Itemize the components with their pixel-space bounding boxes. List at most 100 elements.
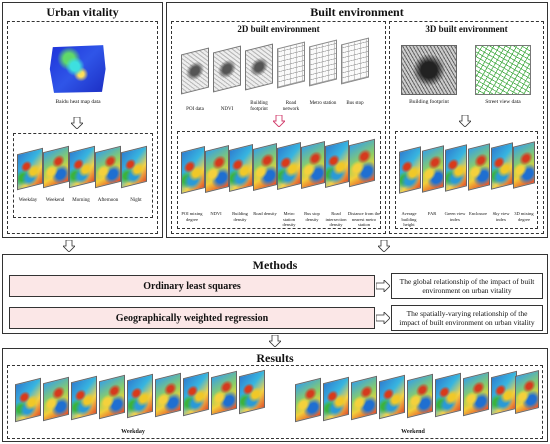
period-label-afternoon: Afternoon bbox=[97, 198, 119, 203]
weekday-result-map bbox=[183, 371, 209, 417]
weekend-result-map bbox=[379, 374, 405, 420]
period-label-weekday: Weekday bbox=[18, 198, 38, 203]
gwr-result-box: The spatially-varying relationship of th… bbox=[391, 305, 543, 331]
output-label-distance-metro: Distance from the nearest metro station bbox=[347, 211, 381, 227]
urban-vitality-inner bbox=[7, 21, 158, 234]
output-label-enclosure: Enclosure bbox=[469, 211, 487, 216]
2d-built-environment-title: 2D built environment bbox=[237, 24, 320, 34]
poi-mixing-degree-map bbox=[181, 146, 205, 194]
built-environment-panel: Built environment 2D built environment P… bbox=[166, 2, 548, 238]
output-label-green-view-index: Green view index bbox=[444, 211, 466, 222]
weekend-result-map bbox=[435, 372, 461, 418]
urban-vitality-panel: Urban vitality Baidu heat map data Weekd… bbox=[2, 2, 163, 238]
output-label-building-density: Building density bbox=[232, 211, 248, 222]
3d-built-environment-group bbox=[389, 21, 544, 234]
output-label-average-building-height: Average building height bbox=[401, 211, 417, 227]
weekend-result-map bbox=[295, 377, 321, 423]
arrow-down-icon bbox=[71, 117, 83, 129]
output-label-far: FAR bbox=[427, 211, 437, 216]
sky-view-index-map bbox=[491, 142, 513, 190]
input-label-ndvi: NDVI bbox=[220, 107, 234, 112]
baidu-heat-map-label: Baidu heat map data bbox=[55, 99, 101, 105]
road-density-map bbox=[253, 143, 277, 191]
weekday-result-map bbox=[239, 369, 265, 415]
ndvi-map bbox=[213, 45, 241, 93]
ols-box: Ordinary least squares bbox=[9, 275, 375, 297]
output-label-sky-view-index: Sky view index bbox=[492, 211, 510, 222]
2d-built-environment-group bbox=[171, 21, 386, 234]
enclosure-map bbox=[468, 143, 490, 191]
weekday-result-map bbox=[211, 370, 237, 416]
building-footprint-3d-map bbox=[401, 45, 457, 95]
weekday-result-map bbox=[155, 372, 181, 418]
baidu-heat-map-image bbox=[49, 45, 106, 93]
distance-metro-station-map bbox=[349, 138, 375, 188]
morning-vitality-map bbox=[69, 145, 95, 189]
arrow-down-icon bbox=[269, 335, 281, 347]
input-label-metro-station: Metro station bbox=[309, 101, 337, 106]
3d-indicator-maps-group bbox=[395, 131, 538, 229]
bus-stop-map bbox=[341, 37, 369, 85]
3d-built-environment-title: 3D built environment bbox=[425, 24, 508, 34]
input-label-poi: POI data bbox=[186, 107, 204, 112]
arrow-down-icon bbox=[459, 115, 471, 127]
arrow-right-icon bbox=[376, 280, 390, 292]
building-footprint-map bbox=[245, 43, 273, 91]
results-title: Results bbox=[256, 351, 294, 365]
methods-panel: Methods Ordinary least squares The globa… bbox=[2, 254, 548, 334]
weekend-result-map bbox=[463, 371, 489, 417]
bus-stop-density-map bbox=[301, 141, 325, 189]
weekend-vitality-map bbox=[43, 145, 69, 189]
far-map bbox=[422, 145, 444, 193]
built-environment-title: Built environment bbox=[310, 5, 404, 19]
building-density-map bbox=[229, 144, 253, 192]
afternoon-vitality-map bbox=[95, 145, 121, 189]
ols-result-box: The global relationship of the impact of… bbox=[391, 273, 543, 299]
night-vitality-map bbox=[121, 145, 147, 189]
weekday-result-map bbox=[99, 374, 125, 420]
weekday-result-map bbox=[15, 377, 41, 423]
arrow-down-icon bbox=[273, 115, 285, 127]
output-label-bus-stop-density: Bus stop density bbox=[304, 211, 320, 222]
input-label-3d-building-footprint: Building footprint bbox=[409, 99, 449, 105]
period-label-night: Night bbox=[130, 198, 142, 203]
poi-data-map bbox=[181, 47, 209, 95]
period-label-weekend: Weekend bbox=[45, 198, 65, 203]
metro-station-density-map bbox=[277, 142, 301, 190]
output-label-ndvi: NDVI bbox=[210, 211, 222, 216]
weekday-result-map bbox=[71, 375, 97, 421]
weekday-result-map bbox=[43, 376, 69, 422]
street-view-map bbox=[475, 45, 531, 95]
arrow-down-icon bbox=[378, 240, 390, 252]
weekend-result-label: Weekend bbox=[401, 429, 425, 435]
output-label-poi-mixing: POI mixing degree bbox=[181, 211, 203, 222]
weekend-result-map bbox=[323, 376, 349, 422]
input-label-road-network: Road network bbox=[282, 101, 300, 112]
output-label-road-density: Road density bbox=[253, 211, 277, 216]
results-inner bbox=[7, 365, 543, 439]
methods-title: Methods bbox=[252, 258, 298, 272]
weekday-result-label: Weekday bbox=[121, 429, 145, 435]
urban-vitality-title: Urban vitality bbox=[46, 5, 119, 19]
gwr-box: Geographically weighted regression bbox=[9, 307, 375, 329]
input-label-street-view: Street view data bbox=[485, 99, 521, 105]
weekday-vitality-map bbox=[17, 147, 43, 191]
period-label-morning: Morning bbox=[72, 198, 90, 203]
road-network-map bbox=[277, 41, 305, 89]
ndvi-indicator-map bbox=[205, 145, 229, 193]
output-label-3d-mixing-degree: 3D mixing degree bbox=[514, 211, 534, 222]
weekend-result-map bbox=[515, 370, 539, 414]
arrow-down-icon bbox=[63, 240, 75, 252]
green-view-index-map bbox=[445, 144, 467, 192]
road-intersection-density-map bbox=[325, 140, 349, 188]
weekday-result-map bbox=[127, 373, 153, 419]
input-label-building-footprint: Building footprint bbox=[250, 101, 268, 112]
average-building-height-map bbox=[399, 146, 421, 194]
weekend-result-map bbox=[407, 373, 433, 419]
weekend-result-map bbox=[351, 375, 377, 421]
results-panel: Results Weekday Weekend bbox=[2, 348, 548, 442]
2d-indicator-maps-group bbox=[177, 131, 381, 229]
metro-station-map bbox=[309, 39, 337, 87]
weekend-result-map bbox=[491, 370, 517, 416]
output-label-road-intersection-density: Road intersection density bbox=[325, 211, 347, 227]
